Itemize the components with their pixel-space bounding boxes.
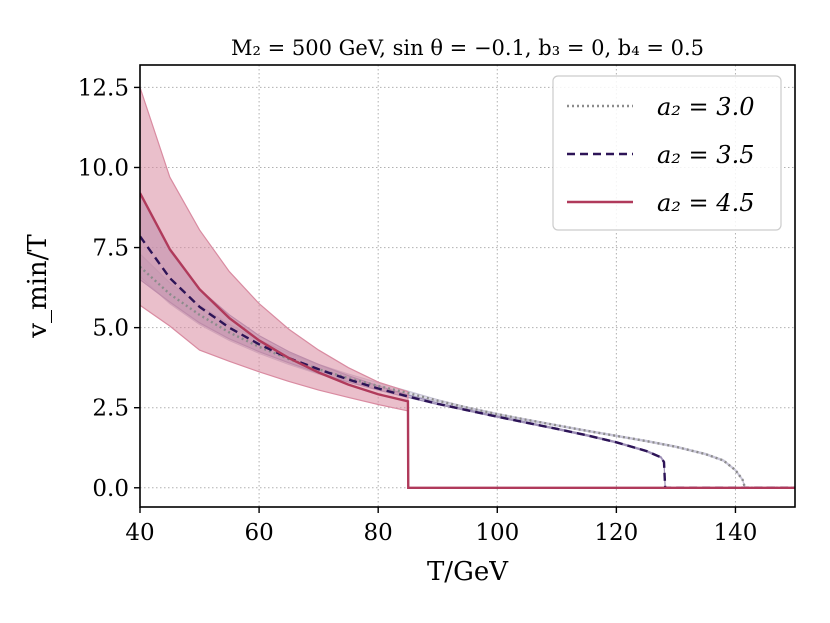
uncertainty-band [140, 87, 409, 412]
y-tick-label: 2.5 [92, 396, 129, 422]
y-tick-label: 7.5 [92, 236, 129, 262]
y-tick-label: 12.5 [78, 75, 129, 101]
series-line [140, 265, 795, 489]
x-tick-label: 140 [714, 520, 758, 546]
legend: a₂ = 3.0 a₂ = 3.5 a₂ = 4.5 [552, 75, 782, 231]
plot-frame [139, 64, 796, 508]
x-tick-label: 100 [475, 520, 519, 546]
ticks: 40 60 80 100 120 140 0.0 2.5 5.0 7.5 10.0 12.5 [78, 75, 758, 546]
series-lines [140, 192, 795, 489]
y-axis-label: v_min/T [23, 234, 53, 339]
x-tick-label: 80 [364, 520, 393, 546]
legend-label: a₂ = 3.5 [657, 141, 754, 169]
x-axis-label: T/GeV [427, 557, 509, 587]
legend-label: a₂ = 4.5 [657, 189, 754, 217]
y-tick-label: 5.0 [92, 316, 129, 342]
chart-title: M₂ = 500 GeV, sin θ = −0.1, b₃ = 0, b₄ =… [231, 36, 704, 60]
x-tick-label: 60 [244, 520, 273, 546]
series-line [140, 235, 795, 489]
legend-box [552, 75, 782, 231]
legend-label: a₂ = 3.0 [657, 93, 754, 121]
x-tick-label: 120 [594, 520, 638, 546]
y-tick-label: 0.0 [92, 476, 129, 502]
y-tick-label: 10.0 [78, 155, 129, 181]
series-line [140, 192, 795, 489]
x-tick-label: 40 [125, 520, 154, 546]
